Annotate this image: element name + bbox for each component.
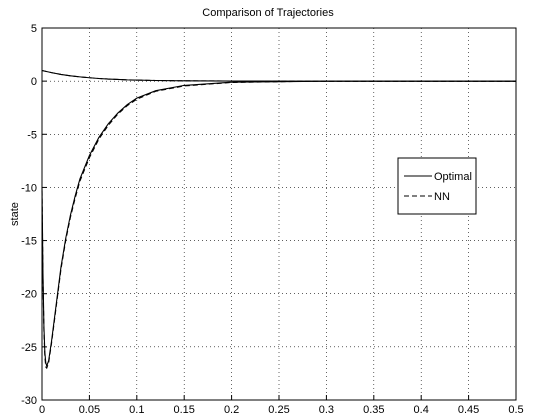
curves bbox=[41, 69, 516, 370]
x-tick-label: 0.25 bbox=[268, 404, 289, 416]
y-tick-label: -30 bbox=[21, 395, 37, 407]
x-tick-label: 0.45 bbox=[458, 404, 479, 416]
y-tick-label: 5 bbox=[31, 23, 37, 35]
y-tick-label: -10 bbox=[21, 182, 37, 194]
series-nn-curve-2 bbox=[41, 80, 516, 370]
x-tick-label: 0 bbox=[39, 404, 45, 416]
y-tick-label: -20 bbox=[21, 289, 37, 301]
x-tick-label: 0.05 bbox=[79, 404, 100, 416]
x-tick-label: 0.4 bbox=[414, 404, 429, 416]
y-tick-label: 0 bbox=[31, 76, 37, 88]
legend-nn-label: NN bbox=[434, 191, 450, 203]
series-optimal-curve-2 bbox=[41, 80, 516, 368]
x-tick-label: 0.35 bbox=[363, 404, 384, 416]
x-axis-ticks: 0 0.05 0.1 0.15 0.2 0.25 0.3 0.35 0.4 0.45 0.5 bbox=[39, 395, 524, 416]
x-tick-label: 0.15 bbox=[173, 404, 194, 416]
legend-optimal-label: Optimal bbox=[434, 171, 472, 183]
legend: Optimal NN bbox=[397, 157, 477, 215]
x-tick-label: 0.3 bbox=[319, 404, 334, 416]
legend-box bbox=[397, 157, 477, 215]
y-tick-label: -5 bbox=[27, 129, 37, 141]
series-nn-curve-1 bbox=[41, 69, 516, 82]
y-tick-label: -15 bbox=[21, 236, 37, 248]
x-tick-label: 0.1 bbox=[129, 404, 144, 416]
chart-title: Comparison of Trajectories bbox=[202, 7, 334, 19]
y-axis-label: state bbox=[9, 202, 21, 226]
x-tick-label: 0.2 bbox=[224, 404, 239, 416]
x-tick-label: 0.5 bbox=[508, 404, 523, 416]
y-axis-ticks: 5 0 -5 -10 -15 -20 -25 -30 bbox=[21, 23, 47, 407]
y-tick-label: -25 bbox=[21, 342, 37, 354]
